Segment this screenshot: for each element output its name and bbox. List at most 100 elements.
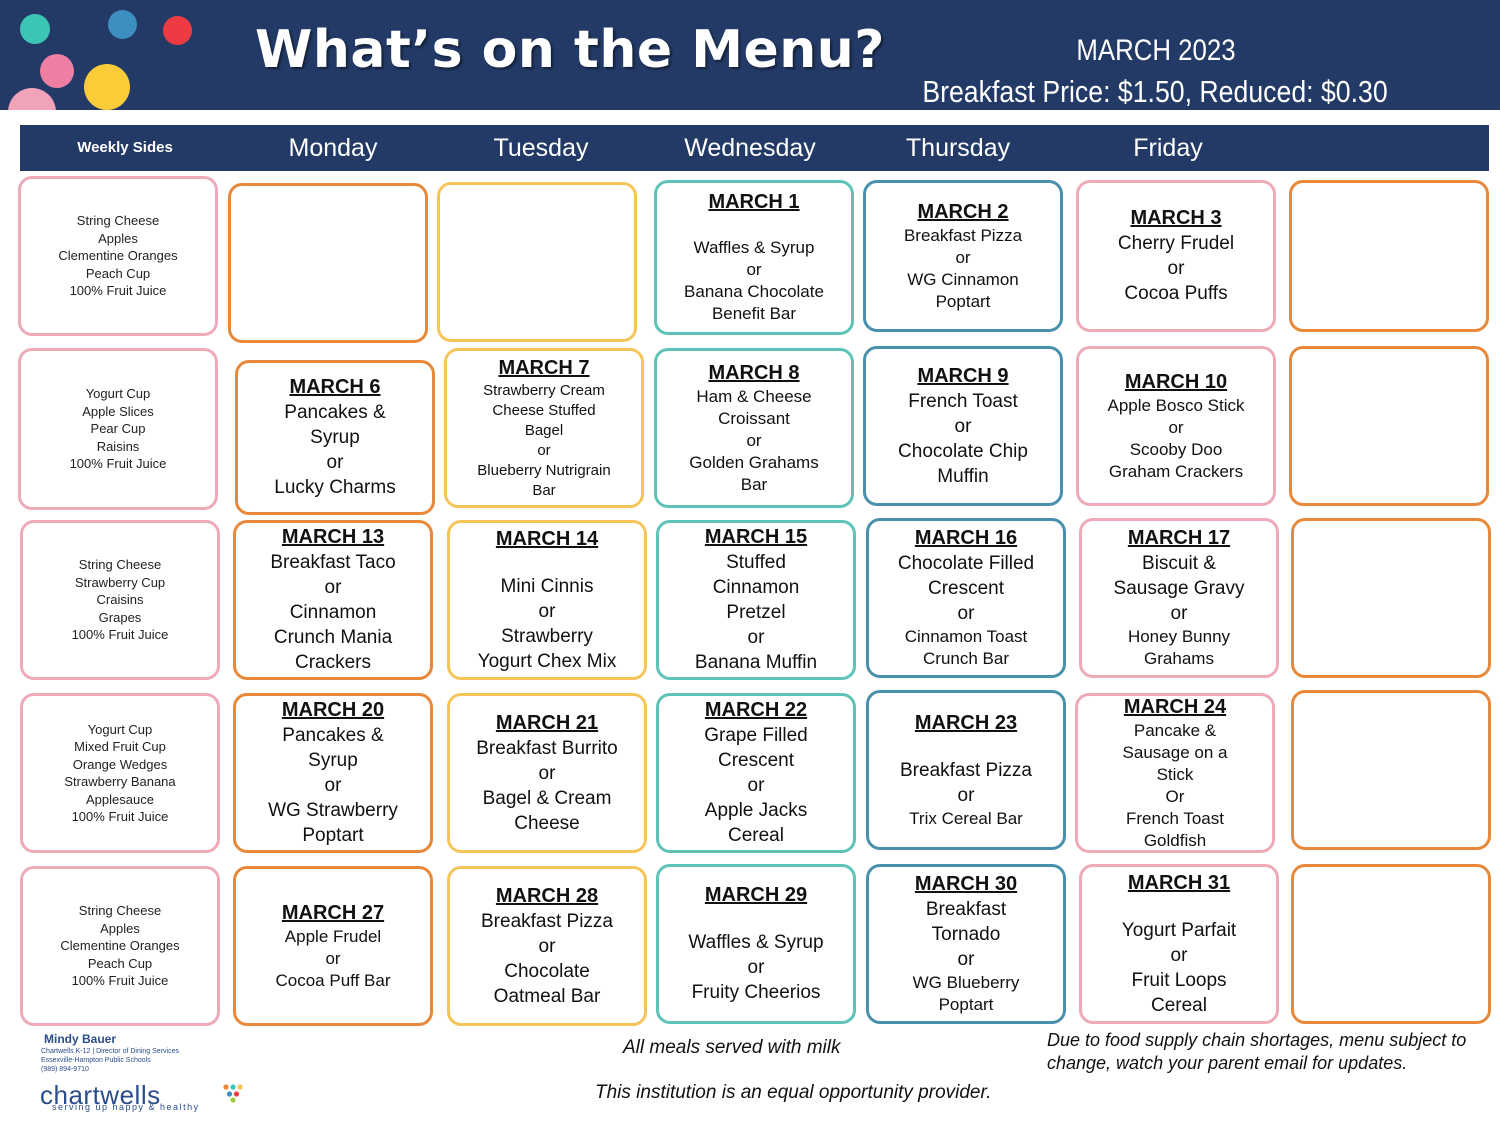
- menu-cell: MARCH 27 Apple Frudel or Cocoa Puff Bar: [233, 866, 433, 1026]
- menu-item: Pretzel: [726, 602, 786, 623]
- menu-date: MARCH 14: [495, 527, 599, 550]
- side-item: Craisins: [96, 592, 144, 608]
- menu-item: Apple Bosco Stick: [1107, 395, 1245, 415]
- decor-dot-lightpink: [8, 88, 56, 110]
- menu-item: or: [957, 949, 975, 970]
- side-item: Grapes: [98, 609, 142, 625]
- menu-item: Syrup: [308, 750, 358, 771]
- menu-cell: MARCH 2 Breakfast Pizza or WG Cinnamon P…: [863, 180, 1063, 332]
- side-item: String Cheese: [78, 903, 162, 919]
- decor-dot-teal: [20, 14, 50, 44]
- menu-cell: MARCH 22 Grape Filled Crescent or Apple …: [656, 693, 856, 853]
- menu-cell: MARCH 20 Pancakes & Syrup or WG Strawber…: [233, 693, 433, 853]
- side-item: String Cheese: [76, 213, 160, 229]
- contact-name: Mindy Bauer: [44, 1032, 117, 1046]
- menu-cell-empty: [228, 183, 428, 343]
- supply-chain-note-line2: change, watch your parent email for upda…: [1047, 1053, 1408, 1073]
- side-item: Pear Cup: [90, 421, 146, 437]
- menu-item: French Toast: [908, 390, 1018, 412]
- menu-item: Breakfast Pizza: [900, 759, 1032, 781]
- menu-cell: MARCH 6 Pancakes & Syrup or Lucky Charms: [235, 360, 435, 515]
- menu-item: Waffles & Syrup: [693, 238, 815, 257]
- menu-item: Stick: [1156, 764, 1194, 784]
- weekly-sides-cell: String Cheese Strawberry Cup Craisins Gr…: [20, 520, 220, 680]
- menu-item: Grape Filled: [704, 725, 808, 746]
- menu-cell: MARCH 29 Waffles & Syrup or Fruity Cheer…: [656, 864, 856, 1024]
- menu-item: or: [1167, 258, 1185, 279]
- menu-item: Bagel: [524, 421, 564, 439]
- menu-item: Crackers: [294, 652, 371, 673]
- menu-item: Banana Muffin: [694, 652, 818, 673]
- menu-item: or: [1168, 417, 1184, 437]
- menu-item: Crunch Mania: [273, 627, 393, 648]
- menu-cell: MARCH 30 Breakfast Tornado or WG Blueber…: [866, 864, 1066, 1024]
- menu-date: MARCH 13: [281, 526, 385, 548]
- menu-item: Crescent: [717, 750, 795, 771]
- menu-item: Tornado: [931, 924, 1001, 945]
- menu-cell: MARCH 24 Pancake & Sausage on a Stick Or…: [1075, 693, 1275, 853]
- menu-item: Benefit Bar: [711, 304, 797, 323]
- menu-item: Strawberry Cream: [483, 381, 605, 399]
- menu-item: Oatmeal Bar: [493, 985, 601, 1007]
- menu-item: Banana Chocolate: [684, 282, 824, 301]
- menu-item: Sausage on a: [1122, 742, 1228, 762]
- menu-item: Croissant: [718, 408, 790, 428]
- menu-item: Apple Frudel: [284, 926, 382, 946]
- side-item: Peach Cup: [87, 955, 153, 971]
- menu-item: or: [1170, 944, 1188, 966]
- side-item: Orange Wedges: [72, 756, 168, 772]
- extra-cell-empty: [1291, 518, 1491, 678]
- menu-date: MARCH 7: [498, 356, 590, 379]
- menu-cell: MARCH 1 Waffles & Syrup or Banana Chocol…: [654, 180, 854, 335]
- menu-date: MARCH 21: [495, 711, 599, 734]
- menu-item: Scooby Doo: [1129, 439, 1223, 459]
- side-item: Apples: [98, 230, 138, 246]
- contact-organization: Essexville-Hampton Public Schools: [41, 1057, 151, 1064]
- side-item: Applesauce: [86, 791, 154, 807]
- menu-cell: MARCH 7 Strawberry Cream Cheese Stuffed …: [444, 348, 644, 508]
- menu-date: MARCH 27: [281, 901, 385, 924]
- side-item: Yogurt Cup: [85, 386, 151, 402]
- menu-item: Chocolate Chip: [898, 440, 1028, 462]
- decor-dot-blue: [108, 10, 137, 39]
- menu-date: MARCH 16: [914, 527, 1018, 549]
- menu-cell: MARCH 3 Cherry Frudel or Cocoa Puffs: [1076, 180, 1276, 332]
- menu-item: Breakfast: [925, 899, 1007, 920]
- menu-item: Cereal: [728, 825, 784, 846]
- menu-item: Cinnamon: [289, 602, 377, 623]
- menu-item: Waffles & Syrup: [688, 932, 824, 953]
- menu-item: Grahams: [1144, 649, 1214, 668]
- menu-month: MARCH 2023: [1076, 34, 1236, 67]
- menu-item: WG Cinnamon: [907, 269, 1019, 289]
- brand-logo-text: chartwells: [40, 1080, 161, 1110]
- side-item: Strawberry Banana: [64, 774, 176, 789]
- decor-dot-yellow: [84, 64, 130, 110]
- menu-item: Pancakes &: [284, 402, 386, 423]
- menu-date: MARCH 9: [917, 364, 1009, 387]
- menu-item: or: [538, 600, 556, 622]
- menu-item: or: [746, 430, 762, 450]
- day-header-friday: Friday: [1133, 134, 1203, 162]
- menu-item: Biscuit &: [1142, 553, 1216, 574]
- menu-item: Breakfast Pizza: [903, 225, 1023, 245]
- menu-item: or: [955, 247, 971, 267]
- menu-cell: MARCH 23 Breakfast Pizza or Trix Cereal …: [866, 690, 1066, 850]
- menu-cell: MARCH 15 Stuffed Cinnamon Pretzel or Ban…: [656, 520, 856, 680]
- menu-item: or: [747, 775, 765, 796]
- menu-date: MARCH 17: [1127, 527, 1231, 549]
- menu-item: Crunch Bar: [923, 649, 1009, 668]
- menu-item: Cheese Stuffed: [492, 401, 596, 419]
- menu-item: Fruity Cheerios: [691, 982, 821, 1003]
- menu-item: Breakfast Taco: [270, 552, 396, 573]
- menu-cell: MARCH 9 French Toast or Chocolate Chip M…: [863, 346, 1063, 506]
- menu-date: MARCH 22: [704, 699, 808, 721]
- weekly-sides-cell: Yogurt Cup Mixed Fruit Cup Orange Wedges…: [20, 693, 220, 853]
- menu-item: Breakfast Pizza: [481, 910, 613, 932]
- menu-item: Bagel & Cream: [482, 787, 612, 809]
- contact-title: Chartwells K-12 | Director of Dining Ser…: [41, 1048, 179, 1055]
- weekly-sides-cell: Yogurt Cup Apple Slices Pear Cup Raisins…: [18, 348, 218, 510]
- menu-cell: MARCH 8 Ham & Cheese Croissant or Golden…: [654, 348, 854, 508]
- side-item: Clementine Oranges: [58, 248, 178, 264]
- menu-item: Poptart: [938, 995, 994, 1014]
- menu-item: Stuffed: [726, 552, 786, 573]
